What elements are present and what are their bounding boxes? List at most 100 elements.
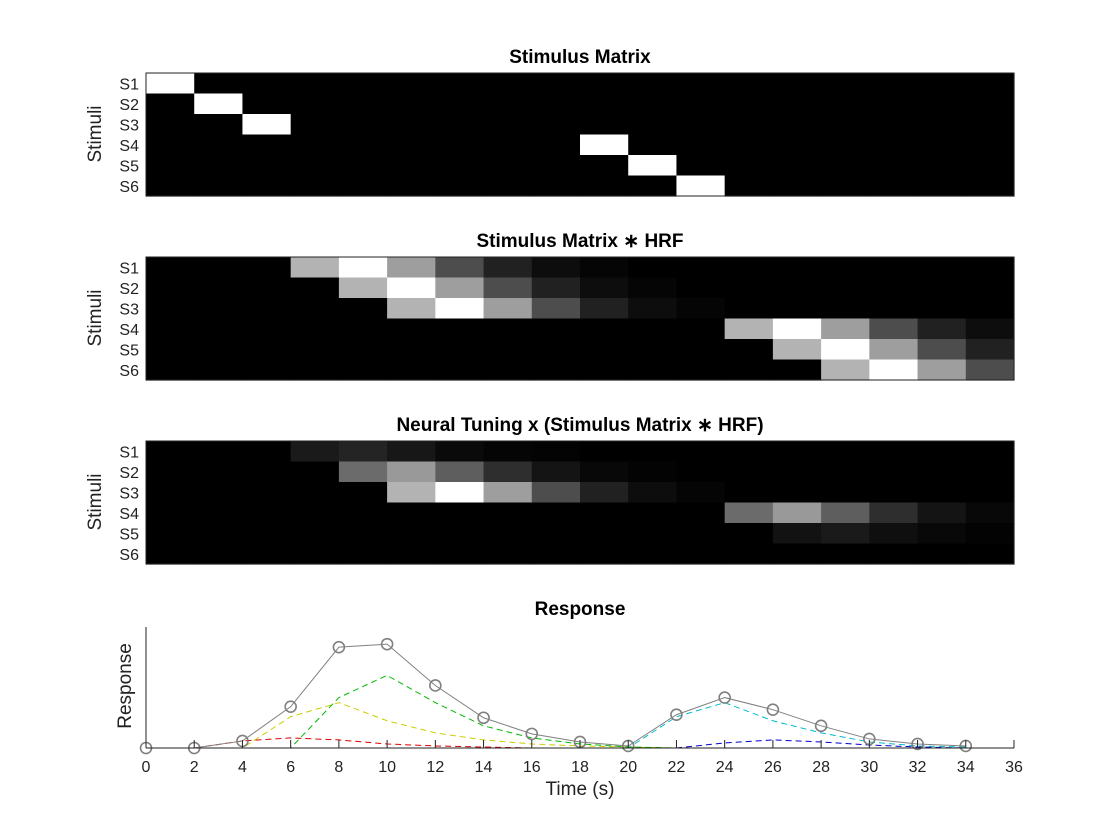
heatmap-cell-r4-c4 [290,318,340,340]
response-point [814,719,828,733]
row-label-s5: S5 [119,158,139,175]
heatmap-cell-r1-c2 [194,73,244,95]
heatmap-cell-r1-c18 [965,73,1015,95]
heatmap-cell-r5-c7 [435,339,485,361]
heatmap-cell-r1-c8 [483,441,533,463]
heatmap-cell-r3-c13 [724,482,774,504]
heatmap-frame [145,256,1015,381]
heatmap-cell-r3-c16 [869,298,919,320]
heatmap-cell-r3-c4 [290,482,340,504]
heatmap-cell-r2-c5 [338,93,388,115]
heatmap-cell-r2-c15 [821,277,870,299]
heatmap-cell-r3-c5 [338,114,388,136]
heatmap-cell-r4-c18 [965,134,1015,156]
heatmap-cell-r4-c5 [338,134,388,156]
heatmap-cell-r3-c6 [387,298,436,320]
heatmap-cell-r1-c4 [290,441,340,463]
heatmap-cell-r4-c5 [338,318,388,340]
heatmap-cell-r4-c17 [917,318,967,340]
x-tick-label: 0 [142,759,151,776]
heatmap-cell-r4-c9 [531,318,581,340]
heatmap-cell-r1-c3 [242,73,292,95]
heatmap-cell-r3-c6 [387,114,436,136]
heatmap-cell-r2-c1 [146,93,195,115]
heatmap-cell-r2-c9 [531,277,581,299]
response-panel: Response Response Time (s) 0 2 4 6 8 10 12 14 16… [115,599,1023,800]
heatmap-cell-r2-c17 [917,277,967,299]
stimulus-matrix-ylabel: Stimuli [85,105,106,162]
heatmap-cell-r6-c8 [483,175,533,197]
heatmap-cell-r6-c6 [387,359,436,381]
heatmap-cell-r5-c10 [580,523,629,545]
row-label-s5: S5 [119,342,139,359]
heatmap-cell-r5-c6 [387,155,436,177]
heatmap-cell-r3-c12 [676,482,726,504]
heatmap-cell-r6-c18 [965,175,1015,197]
heatmap-cell-r6-c10 [580,175,629,197]
heatmap-cell-r5-c8 [483,155,533,177]
heatmap-cell-r3-c9 [531,298,581,320]
row-label-s4: S4 [119,506,139,523]
x-tick-label: 14 [475,759,493,776]
response-point [718,691,731,704]
row-label-s3: S3 [119,117,139,134]
heatmap-cell-r4-c12 [676,134,726,156]
heatmap-cell-r5-c17 [917,155,967,177]
neural-tuning-ylabel: Stimuli [85,473,106,530]
heatmap-cell-r6-c12 [676,175,726,197]
heatmap-cell-r2-c7 [435,461,485,483]
heatmap-cell-r1-c14 [772,73,822,95]
heatmap-cell-r4-c8 [483,318,533,340]
response-point [670,708,683,722]
heatmap-cell-r4-c9 [531,502,581,524]
heatmap-cell-r2-c18 [965,93,1015,115]
heatmap-cell-r1-c7 [435,441,485,463]
x-tick-label: 22 [668,759,686,776]
heatmap-cell-r3-c4 [290,298,340,320]
heatmap-cell-r2-c10 [580,277,629,299]
heatmap-cell-r6-c7 [435,543,485,565]
heatmap-cell-r4-c9 [531,134,581,156]
heatmap-cell-r2-c6 [387,93,436,115]
response-ylabel: Response [115,643,136,729]
heatmap-cell-r3-c5 [338,298,388,320]
heatmap-cell-r6-c14 [772,175,822,197]
response-xtick-labels: 0 2 4 6 8 10 12 14 16 18 20 22 24 26 28 30 32 34 36 [142,759,1023,776]
heatmap-cell-r4-c18 [965,318,1015,340]
heatmap-cell-r5-c8 [483,339,533,361]
heatmap-cell-r1-c10 [580,73,629,95]
heatmap-cell-r2-c1 [146,277,195,299]
heatmap-cell-r6-c11 [628,359,678,381]
heatmap-cell-r6-c6 [387,543,436,565]
row-label-s3: S3 [119,485,139,502]
heatmap-cell-r4-c14 [772,134,822,156]
heatmap-cell-r6-c9 [531,543,581,565]
heatmap-cell-r4-c1 [146,318,195,340]
heatmap-cell-r3-c3 [242,482,292,504]
heatmap-cell-r1-c1 [146,441,195,463]
heatmap-cell-r1-c12 [676,257,726,279]
heatmap-cell-r5-c6 [387,523,436,545]
heatmap-cell-r1-c14 [772,441,822,463]
response-component-line-1 [146,737,966,749]
heatmap-cell-r5-c18 [965,339,1015,361]
heatmap-cell-r4-c12 [676,502,726,524]
heatmap-cell-r2-c7 [435,277,485,299]
heatmap-cell-r2-c5 [338,461,388,483]
heatmap-cell-r2-c16 [869,461,919,483]
heatmap-cell-r1-c9 [531,257,581,279]
heatmap-cell-r6-c18 [965,359,1015,381]
heatmap-cell-r5-c14 [772,155,822,177]
heatmap-cell-r2-c4 [290,461,340,483]
heatmap-cell-r5-c16 [869,155,919,177]
row-label-s2: S2 [119,465,139,482]
heatmap-cell-r5-c3 [242,339,292,361]
heatmap-cell-r5-c18 [965,155,1015,177]
heatmap-cell-r2-c13 [724,277,774,299]
heatmap-cell-r5-c15 [821,155,870,177]
heatmap-cell-r3-c3 [242,114,292,136]
heatmap-cell-r6-c4 [290,359,340,381]
heatmap-cell-r4-c17 [917,134,967,156]
heatmap-cell-r3-c15 [821,114,870,136]
neural-tuning-panel: Neural Tuning x (Stimulus Matrix ∗ HRF) … [85,415,1015,565]
